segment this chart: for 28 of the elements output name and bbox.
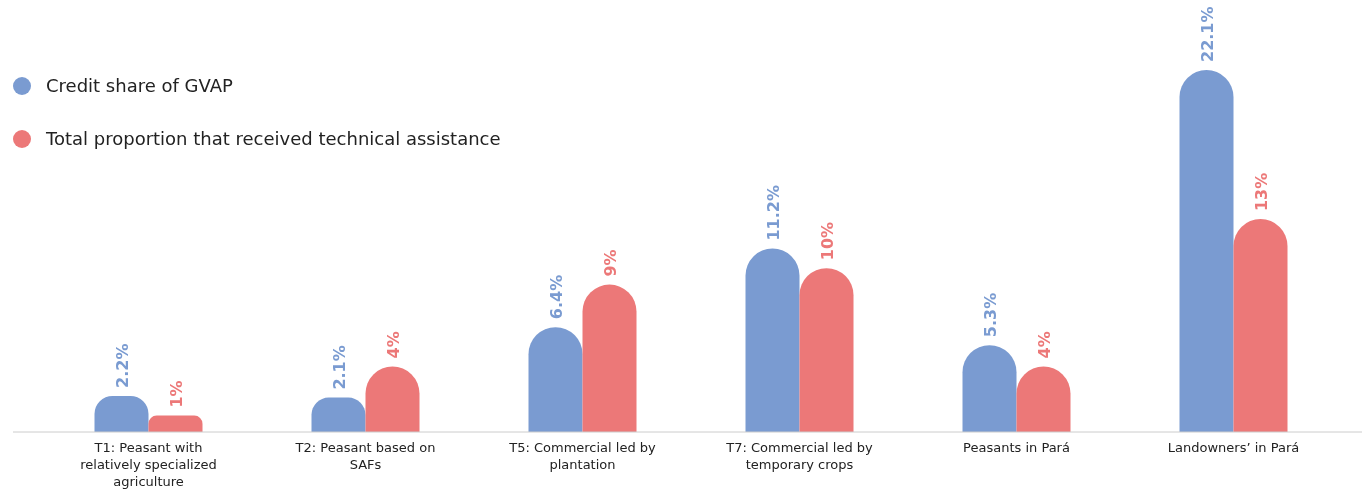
data-label: 10% bbox=[817, 221, 837, 261]
data-label: 9% bbox=[600, 249, 620, 277]
data-label: 1% bbox=[166, 380, 186, 408]
data-label: 4% bbox=[383, 331, 403, 359]
bar bbox=[582, 284, 637, 432]
data-label: 13% bbox=[1251, 172, 1271, 212]
data-label: 11.2% bbox=[763, 185, 783, 241]
bar bbox=[745, 248, 800, 432]
bar bbox=[528, 327, 583, 432]
x-tick-label: T5: Commercial led by plantation bbox=[508, 440, 657, 472]
bar bbox=[799, 268, 854, 432]
legend-label: Total proportion that received technical assistance bbox=[45, 128, 501, 149]
bar bbox=[1233, 219, 1288, 432]
bar bbox=[148, 415, 203, 432]
bar bbox=[1179, 70, 1234, 432]
data-label: 5.3% bbox=[980, 292, 1000, 338]
x-tick-label: T1: Peasant with relatively specialized agriculture bbox=[80, 440, 217, 489]
x-tick-label: Landowners’ in Pará bbox=[1167, 440, 1300, 455]
data-label: 2.1% bbox=[329, 345, 349, 390]
legend-label: Credit share of GVAP bbox=[46, 75, 233, 96]
x-tick-label: T7: Commercial led by temporary crops bbox=[725, 440, 874, 472]
data-label: 4% bbox=[1034, 331, 1054, 359]
x-tick-label: T2: Peasant based on SAFs bbox=[294, 440, 436, 472]
data-label: 6.4% bbox=[546, 274, 566, 320]
bar bbox=[962, 345, 1017, 432]
data-label: 2.2% bbox=[112, 343, 132, 388]
x-tick-label: Peasants in Pará bbox=[963, 440, 1070, 455]
data-label: 22.1% bbox=[1197, 6, 1217, 62]
